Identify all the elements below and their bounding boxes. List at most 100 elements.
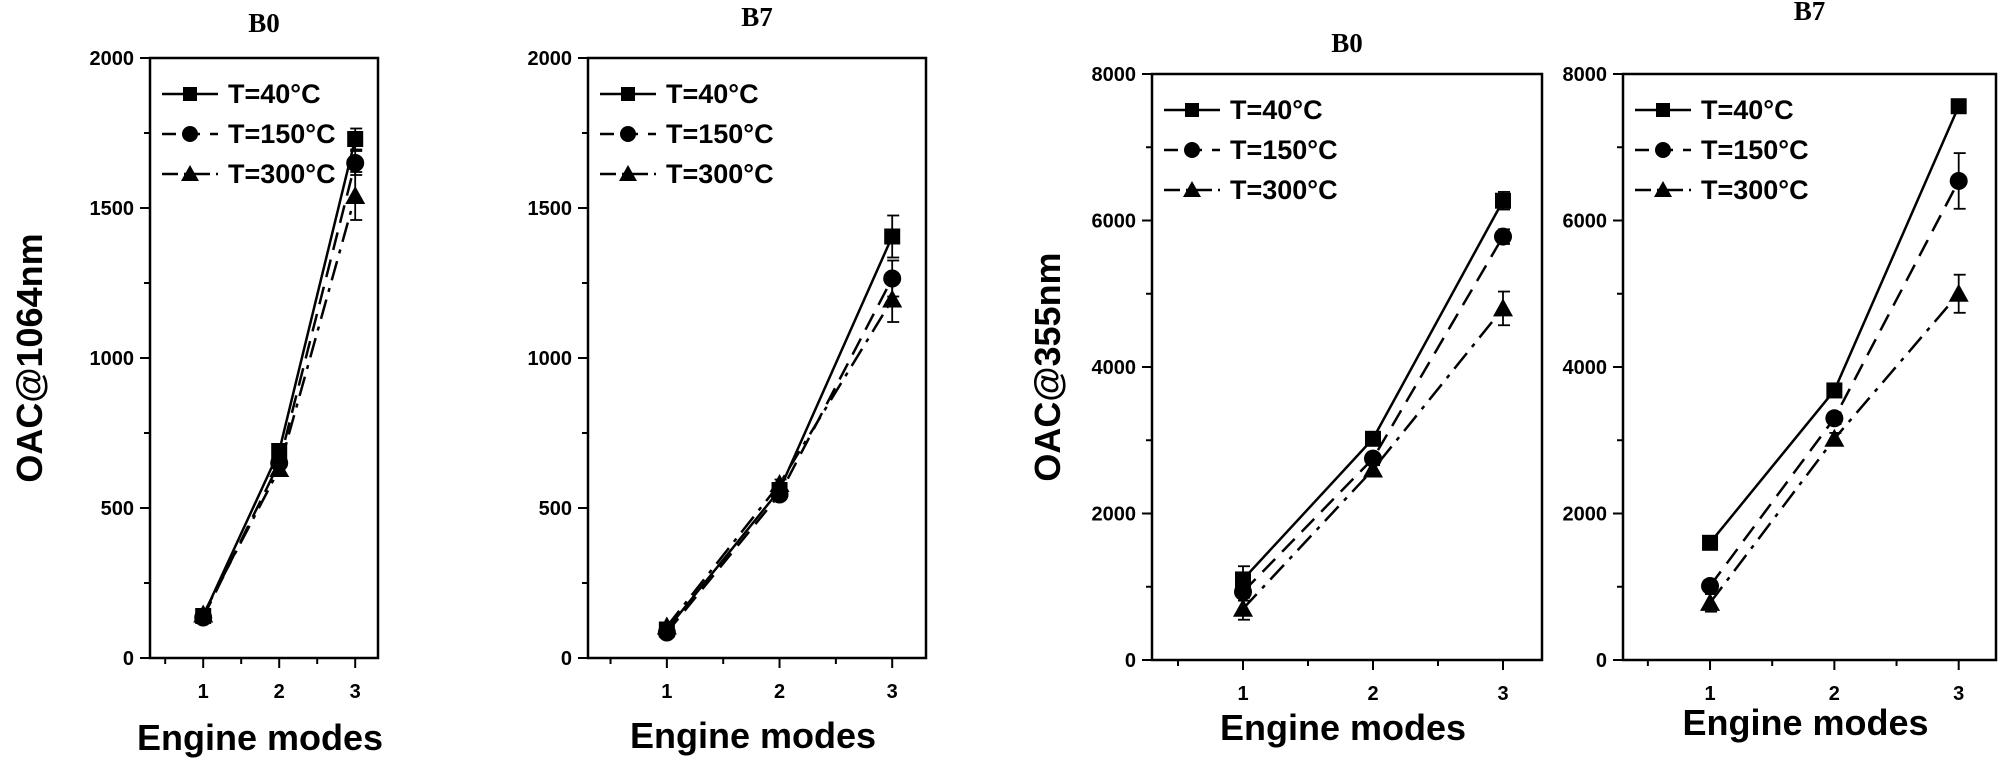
x-tick-label: 3 (350, 681, 361, 703)
series-2 (194, 150, 365, 627)
series-2 (657, 259, 902, 642)
chart-title: B7 (1794, 0, 1826, 26)
x-tick-label: 2 (774, 681, 785, 703)
legend-label: T=300°C (1701, 175, 1809, 205)
x-tick-label: 2 (1367, 683, 1378, 705)
chart-panel-4: B7 0 2000 4000 6000 8000 1 2 3 Engine modes T=40°C… (1563, 0, 1998, 743)
y-tick-label: 1000 (528, 348, 573, 370)
data-point (345, 186, 366, 204)
plot-frame (1621, 72, 1998, 662)
data-point (1826, 382, 1843, 399)
y-tick-label: 2000 (1092, 504, 1137, 526)
x-tick-label: 2 (1829, 683, 1840, 705)
legend-label: T=150°C (228, 119, 336, 149)
legend-marker (1655, 142, 1671, 158)
series-1 (658, 214, 901, 638)
legend-label: T=300°C (666, 159, 774, 189)
series-3 (193, 171, 366, 623)
y-axis-label: OAC@1064nm (9, 233, 50, 482)
series-1 (1235, 191, 1511, 594)
x-tick-label: 1 (198, 681, 209, 703)
legend-label: T=300°C (228, 159, 336, 189)
y-tick-label: 500 (101, 498, 134, 520)
legend-marker (1184, 142, 1200, 158)
y-tick-label: 0 (1596, 650, 1607, 672)
series-line (665, 298, 894, 628)
legend-label: T=300°C (1230, 175, 1338, 205)
data-point (1494, 227, 1512, 246)
data-point (1701, 577, 1720, 596)
x-tick-label: 3 (1497, 683, 1508, 705)
legend: T=40°C T=150°C T=300°C (1164, 95, 1338, 205)
legend-label: T=40°C (1701, 95, 1794, 125)
y-tick-label: 0 (123, 648, 134, 670)
x-axis-label: Engine modes (137, 717, 383, 758)
data-point (1365, 430, 1381, 447)
data-point (1234, 582, 1252, 601)
legend-label: T=150°C (1230, 135, 1338, 165)
data-point (269, 459, 290, 477)
y-tick-label: 0 (1125, 650, 1136, 672)
x-tick-label: 1 (1704, 683, 1715, 705)
legend-label: T=150°C (666, 119, 774, 149)
data-point (1233, 598, 1253, 617)
plot-frame (1150, 72, 1544, 662)
series-line (665, 235, 894, 631)
x-axis-label: Engine modes (1682, 702, 1928, 743)
data-point (1495, 192, 1511, 209)
legend-marker (620, 126, 636, 142)
chart-title: B0 (248, 8, 280, 38)
legend-marker (181, 165, 199, 181)
chart-panel-1: B0 0 500 1000 1500 2000 1 2 3 Engine modes OAC@106… (9, 8, 383, 758)
y-tick-label: 2000 (528, 48, 573, 70)
x-tick-label: 1 (661, 681, 672, 703)
legend-marker (1185, 103, 1199, 117)
legend-label: T=40°C (1230, 95, 1323, 125)
legend-marker (183, 87, 197, 101)
legend-marker (621, 87, 635, 101)
y-tick-label: 6000 (1092, 211, 1137, 233)
y-tick-label: 0 (561, 648, 572, 670)
x-axis-label: Engine modes (1220, 707, 1466, 748)
series-line (202, 138, 357, 617)
y-tick-label: 500 (539, 498, 572, 520)
series-line (1242, 235, 1505, 593)
data-point (1363, 459, 1383, 478)
series-3 (656, 276, 903, 635)
data-point (193, 604, 214, 623)
data-point (1949, 171, 1968, 190)
legend-marker (182, 126, 198, 142)
y-tick-label: 1000 (90, 348, 135, 370)
series-2 (1701, 152, 1968, 596)
y-tick-label: 2000 (90, 48, 135, 70)
data-point (346, 154, 365, 172)
x-axis-label: Engine modes (630, 715, 876, 756)
series-line (1709, 292, 1960, 604)
series-3 (1233, 290, 1513, 621)
x-tick-label: 3 (887, 681, 898, 703)
data-point (1825, 409, 1844, 428)
data-point (1364, 449, 1382, 468)
legend-marker (1656, 103, 1670, 117)
chart-panel-3: B0 0 2000 4000 6000 8000 1 2 3 Engine modes OAC@35… (1027, 28, 1544, 748)
legend: T=40°C T=150°C T=300°C (1635, 95, 1809, 205)
series-line (1709, 105, 1960, 544)
legend-marker (1183, 181, 1201, 197)
chart-title: B0 (1331, 28, 1363, 58)
y-axis-label: OAC@355nm (1027, 252, 1068, 481)
series-1 (195, 127, 364, 624)
data-point (1700, 592, 1721, 611)
y-tick-label: 4000 (1563, 357, 1608, 379)
y-tick-label: 2000 (1563, 504, 1608, 526)
legend-label: T=150°C (1701, 135, 1809, 165)
data-point (769, 474, 790, 492)
y-tick-label: 8000 (1092, 64, 1137, 86)
y-tick-label: 6000 (1563, 211, 1608, 233)
series-line (1242, 200, 1505, 581)
data-point (884, 228, 901, 245)
series-3 (1700, 273, 1969, 613)
x-tick-label: 2 (274, 681, 285, 703)
y-tick-label: 1500 (90, 198, 135, 220)
